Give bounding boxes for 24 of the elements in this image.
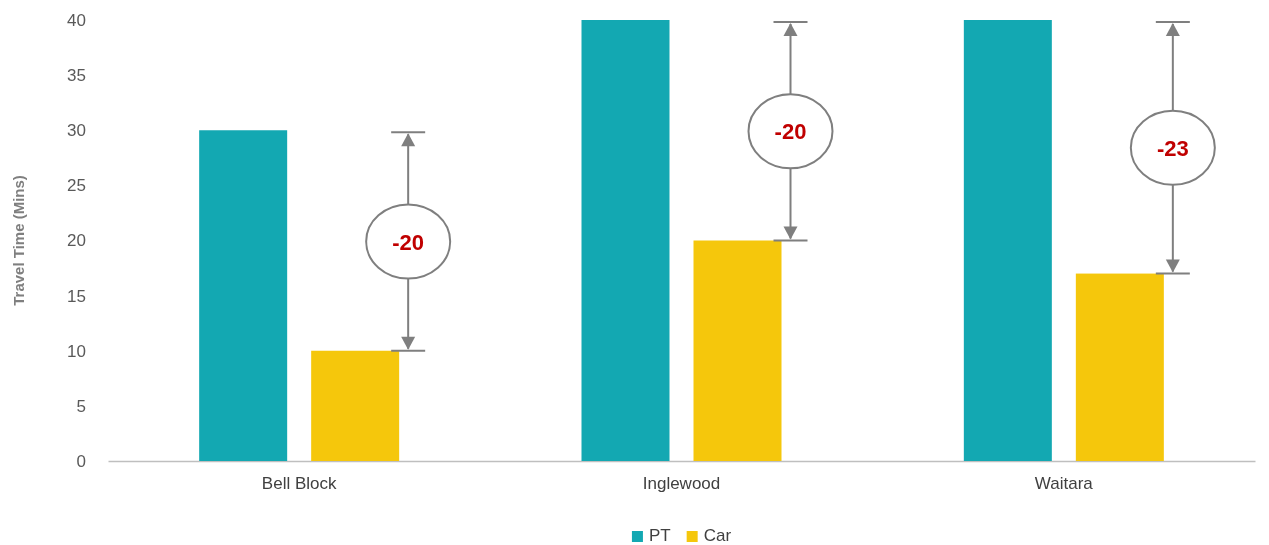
bar (581, 20, 670, 461)
y-tick-label: 15 (67, 286, 86, 306)
y-tick-label: 20 (67, 231, 86, 251)
y-tick-label: 30 (67, 121, 86, 141)
y-tick-label: 0 (76, 451, 86, 471)
y-axis-title: Travel Time (Mins) (10, 175, 27, 306)
annotation: -20 (774, 119, 807, 145)
y-tick-label: 40 (67, 10, 86, 30)
y-tick-label: 25 (67, 176, 86, 196)
bar (963, 20, 1052, 461)
legend-label: Car (703, 526, 732, 545)
annotation: -23 (1156, 135, 1189, 161)
bar (1075, 273, 1164, 461)
annotation: -20 (392, 229, 425, 255)
y-tick-label: 10 (67, 341, 86, 361)
y-tick-label: 35 (67, 66, 86, 86)
y-tick-label: 5 (76, 396, 86, 416)
x-tick-label: Bell Block (261, 474, 337, 494)
bar (311, 350, 400, 461)
bar (199, 130, 288, 461)
legend-label: PT (648, 526, 671, 545)
bar (693, 240, 782, 461)
x-tick-label: Waitara (1034, 474, 1094, 494)
x-tick-label: Inglewood (642, 474, 721, 494)
